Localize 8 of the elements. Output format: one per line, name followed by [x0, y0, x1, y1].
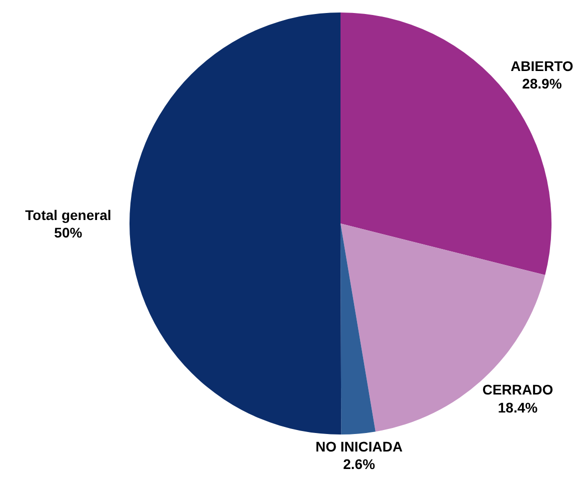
slice-label: ABIERTO [510, 58, 574, 74]
slice-label: Total general [25, 207, 112, 224]
slice-label: CERRADO [482, 382, 554, 398]
data-label: 18.4% [498, 399, 538, 416]
slice-label: NO INICIADA [316, 438, 403, 454]
data-label: 2.6% [343, 456, 376, 472]
data-label: 50% [54, 224, 83, 241]
data-label: 28.9% [522, 75, 562, 92]
